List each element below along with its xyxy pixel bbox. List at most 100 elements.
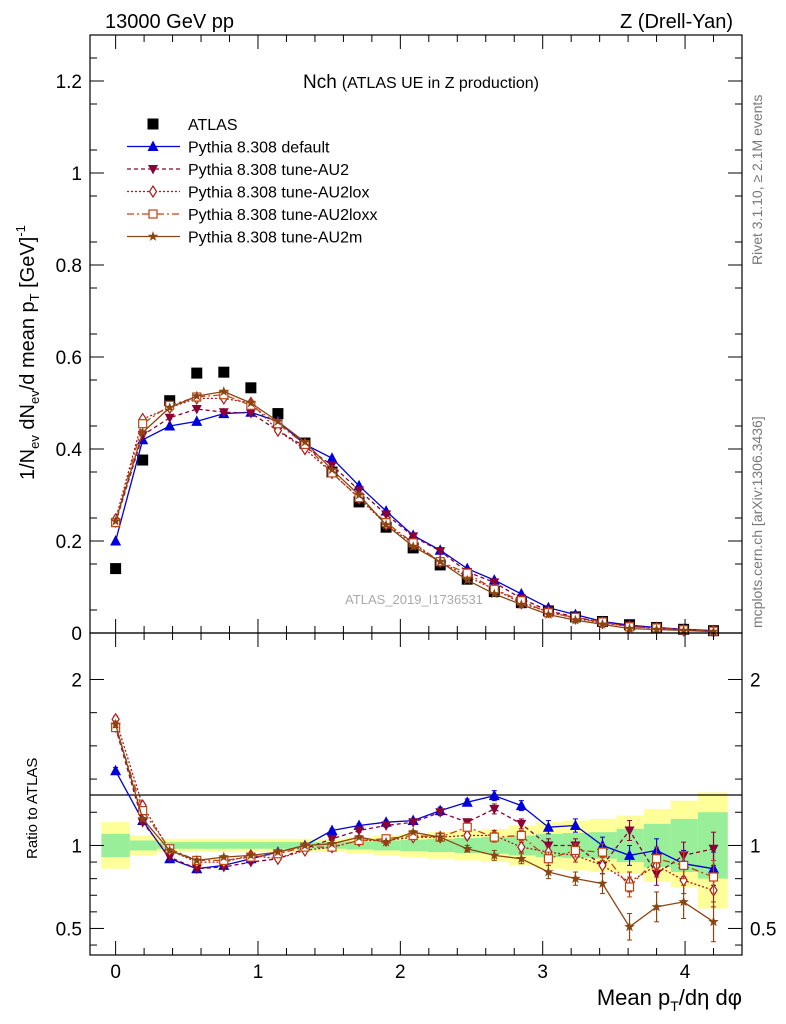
ratio-ytick-label-right: 0.5 <box>750 919 776 940</box>
legend-entry-au2m: Pythia 8.308 tune-AU2m <box>127 230 362 247</box>
ratio-point-au2 <box>516 819 527 830</box>
legend-marker <box>148 165 158 175</box>
ratio-point-au2m <box>489 849 500 860</box>
point-default <box>110 535 122 546</box>
ratio-point-au2lox <box>463 828 472 843</box>
ratio-point-au2m <box>543 866 554 877</box>
ratio-frame <box>89 632 743 956</box>
band-green <box>427 838 455 853</box>
main-axis-ticks: 0 0.2 0.4 0.6 0.8 1 1.2 <box>56 35 742 645</box>
analysis-watermark: ATLAS_2019_I1736531 <box>345 592 483 607</box>
point-default <box>191 415 203 426</box>
point-au2 <box>164 413 175 424</box>
ratio-point-au2loxx <box>597 847 608 857</box>
point-default <box>164 420 176 431</box>
ratio-ylabel: Ratio to ATLAS <box>24 758 41 859</box>
ratio-point-au2 <box>191 864 202 875</box>
point-au2loxx <box>138 419 148 429</box>
main-ytick-label: 0.8 <box>56 256 82 277</box>
ratio-point-au2 <box>381 821 392 832</box>
ratio-point-au2 <box>624 826 635 837</box>
band-green <box>211 842 239 849</box>
xtick-label: 2 <box>395 962 406 983</box>
point-au2m <box>570 614 581 625</box>
main-ytick-label: 0.6 <box>56 348 82 369</box>
ratio-point-au2m <box>218 851 229 862</box>
band-green <box>129 840 157 851</box>
header-right: Z (Drell-Yan) <box>620 11 733 33</box>
point-au2m <box>489 588 500 599</box>
ratio-point-default <box>461 796 473 807</box>
ratio-point-au2 <box>164 853 175 863</box>
point-atlas <box>218 366 230 378</box>
series-au2m <box>110 386 719 637</box>
ratio-series <box>110 712 720 943</box>
plot-title: Nch (ATLAS UE in Z production) <box>303 72 539 93</box>
legend-marker <box>148 184 158 199</box>
point-atlas <box>191 367 203 379</box>
ratio-point-au2lox <box>517 840 526 854</box>
legend-marker <box>147 231 159 241</box>
ratio-point-au2m <box>380 836 392 847</box>
main-ytick-label: 0.4 <box>56 440 83 461</box>
ratio-point-au2m <box>191 854 202 865</box>
point-au2m <box>435 556 446 567</box>
ratio-point-au2m <box>678 896 689 907</box>
point-atlas <box>137 454 149 466</box>
point-au2m <box>708 626 719 637</box>
ratio-point-default <box>624 849 636 860</box>
ratio-point-au2loxx <box>489 832 499 842</box>
ratio-point-au2loxx <box>516 830 526 841</box>
xtick-label: 1 <box>253 962 264 983</box>
ratio-ytick-label-right: 2 <box>750 670 761 691</box>
ratio-point-default <box>488 789 500 801</box>
ratio-point-default <box>110 764 122 776</box>
ratio-point-au2 <box>489 804 500 815</box>
legend-marker <box>147 118 159 130</box>
point-au2m <box>218 386 229 396</box>
legend-entry-default: Pythia 8.308 default <box>127 140 330 157</box>
ratio-point-au2m <box>326 838 338 849</box>
main-ytick-label: 1 <box>71 164 82 185</box>
band-green <box>400 839 428 852</box>
point-au2 <box>435 547 446 557</box>
header-left: 13000 GeV pp <box>105 11 234 33</box>
point-au2m <box>597 618 608 629</box>
ratio-point-au2m <box>407 826 419 837</box>
legend-marker <box>147 140 159 151</box>
ratio-ytick-label-right: 1 <box>750 836 761 857</box>
point-au2m <box>164 402 175 412</box>
main-ytick-label: 0.2 <box>56 532 82 553</box>
ratio-axis-ticks: 0.5 0.5 1 1 2 2 0 1 2 3 4 <box>56 633 776 983</box>
point-au2m <box>299 436 311 447</box>
point-au2m <box>326 464 338 475</box>
point-au2m <box>678 625 689 635</box>
side-label-rivet: Rivet 3.1.10, ≥ 2.1M events <box>749 95 765 265</box>
point-au2m <box>353 489 365 500</box>
x-axis-label: Mean pT/dη dφ <box>597 985 742 1014</box>
point-atlas <box>110 563 122 575</box>
ratio-point-au2m <box>624 921 635 932</box>
legend-label: Pythia 8.308 tune-AU2m <box>188 230 362 247</box>
point-au2m <box>110 515 121 526</box>
point-au2m <box>272 415 284 426</box>
ratio-line-au2loxx <box>114 727 714 888</box>
point-au2m <box>407 541 419 551</box>
point-au2m <box>624 623 635 634</box>
band-green <box>101 833 130 858</box>
ratio-panel: 0.5 0.5 1 1 2 2 0 1 2 3 4 <box>56 632 776 983</box>
ratio-ytick-label: 1 <box>71 836 82 857</box>
ratio-point-au2m <box>299 840 311 850</box>
side-label-mcplots: mcplots.cern.ch [arXiv:1306.3436] <box>749 416 765 628</box>
ratio-point-au2m <box>570 873 581 884</box>
ratio-series-au2m <box>110 718 719 943</box>
main-ytick-label: 0 <box>71 624 82 645</box>
ratio-point-au2 <box>408 818 419 828</box>
xtick-label: 3 <box>537 962 548 983</box>
main-series <box>110 366 720 638</box>
ratio-point-au2m <box>516 853 527 864</box>
ratio-point-au2loxx <box>543 854 553 864</box>
legend-entry-au2: Pythia 8.308 tune-AU2 <box>127 162 349 179</box>
point-au2m <box>137 426 148 437</box>
